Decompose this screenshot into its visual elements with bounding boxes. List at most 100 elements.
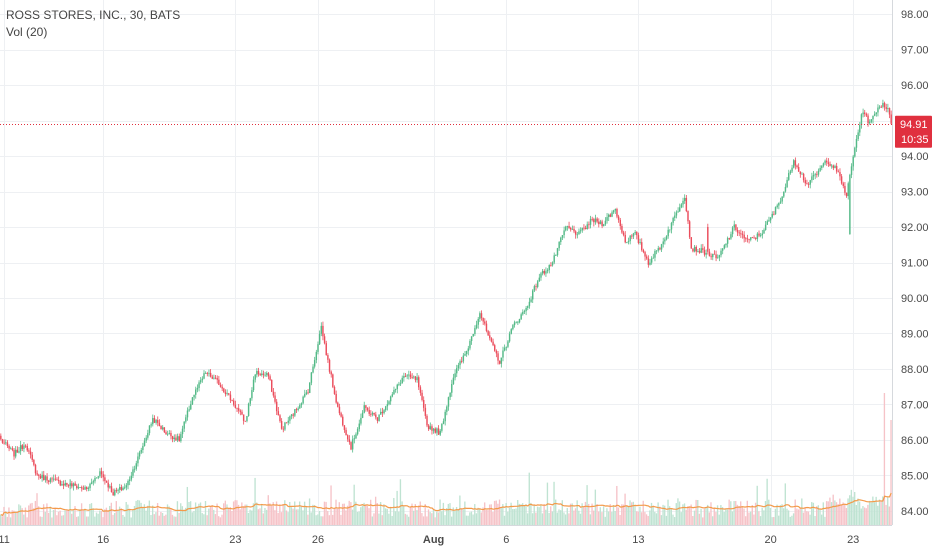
candle: [599, 219, 602, 225]
volume-bar: [850, 489, 853, 525]
candle-body: [470, 336, 473, 342]
candle: [525, 306, 527, 316]
candle-body: [721, 248, 724, 251]
candle-body: [596, 218, 598, 222]
candle-body: [839, 172, 841, 177]
candle: [641, 238, 643, 252]
candle-body: [812, 175, 815, 177]
volume-bar: [284, 500, 286, 525]
volume-bar: [591, 503, 593, 525]
volume-bar: [498, 499, 501, 525]
candle-body: [743, 234, 745, 239]
candle: [373, 412, 375, 416]
candle-body: [604, 220, 607, 225]
candle-body: [432, 428, 435, 431]
candle: [252, 376, 255, 393]
candle: [257, 367, 260, 377]
candle-body: [399, 383, 402, 385]
candle: [887, 103, 889, 113]
volume-bar: [751, 505, 753, 525]
candle-body: [62, 484, 65, 486]
volume-bar: [740, 501, 742, 525]
volume-bar: [439, 499, 441, 525]
candle-body: [535, 286, 537, 287]
volume-bar: [125, 502, 127, 525]
candle-body: [636, 231, 638, 236]
candle-body: [114, 490, 116, 496]
volume-bar: [708, 512, 710, 525]
candle-body: [465, 351, 468, 355]
candle-body: [822, 163, 825, 166]
candle-body: [14, 449, 17, 457]
candle: [305, 390, 308, 396]
candle-body: [0, 435, 2, 440]
candle-body: [446, 406, 448, 412]
candle: [422, 396, 425, 412]
candle: [677, 207, 679, 213]
volume-bar: [786, 508, 788, 525]
candle-body: [132, 469, 134, 476]
volume-bar: [46, 503, 48, 525]
volume-bar: [730, 501, 732, 525]
volume-bar: [635, 511, 638, 525]
candle: [513, 320, 516, 328]
candle-body: [865, 114, 868, 116]
candle: [105, 480, 108, 483]
volume-bar: [784, 483, 786, 525]
candle: [161, 425, 164, 431]
candle-body: [226, 393, 228, 395]
candle-body: [254, 374, 256, 380]
candle: [517, 320, 519, 326]
candle: [54, 474, 57, 481]
volume-bar: [94, 516, 96, 525]
candle: [583, 224, 585, 231]
volume-bar: [454, 511, 456, 525]
candle: [837, 169, 840, 173]
candle: [723, 244, 726, 250]
candle: [571, 225, 574, 230]
candle: [527, 305, 529, 311]
volume-bar: [531, 513, 534, 525]
candle-body: [398, 383, 400, 385]
candle-body: [302, 396, 304, 404]
candle-body: [408, 374, 410, 376]
volume-bar: [593, 510, 595, 525]
candle-body: [672, 217, 674, 223]
volume-bar: [781, 504, 783, 525]
volume-bar: [269, 503, 271, 525]
candle-body: [859, 125, 861, 133]
candle: [864, 109, 866, 117]
candle-body: [403, 375, 405, 378]
candle: [127, 479, 129, 490]
candle: [736, 227, 739, 236]
volume-bar: [330, 485, 332, 525]
volume-bar: [28, 505, 30, 525]
volume-bar: [847, 498, 849, 525]
candle: [214, 375, 217, 380]
volume-bar: [597, 511, 600, 525]
candle: [376, 417, 379, 424]
candle-body: [687, 211, 689, 222]
candle: [745, 236, 747, 242]
candle-body: [657, 248, 659, 251]
candle: [348, 435, 351, 445]
candle: [123, 483, 126, 490]
candle-body: [725, 243, 727, 246]
candle-body: [284, 422, 286, 430]
candle: [697, 249, 699, 253]
candle: [59, 479, 62, 487]
candle: [269, 374, 271, 381]
candle-body: [641, 242, 643, 251]
candle: [427, 424, 430, 431]
volume-bar: [749, 511, 752, 525]
candle-body: [82, 488, 85, 490]
candle: [39, 473, 42, 479]
candle: [419, 385, 422, 396]
candle: [875, 112, 878, 117]
candle-body: [794, 160, 797, 166]
candle: [365, 405, 367, 412]
volume-bar: [237, 504, 240, 525]
candle: [512, 323, 514, 331]
